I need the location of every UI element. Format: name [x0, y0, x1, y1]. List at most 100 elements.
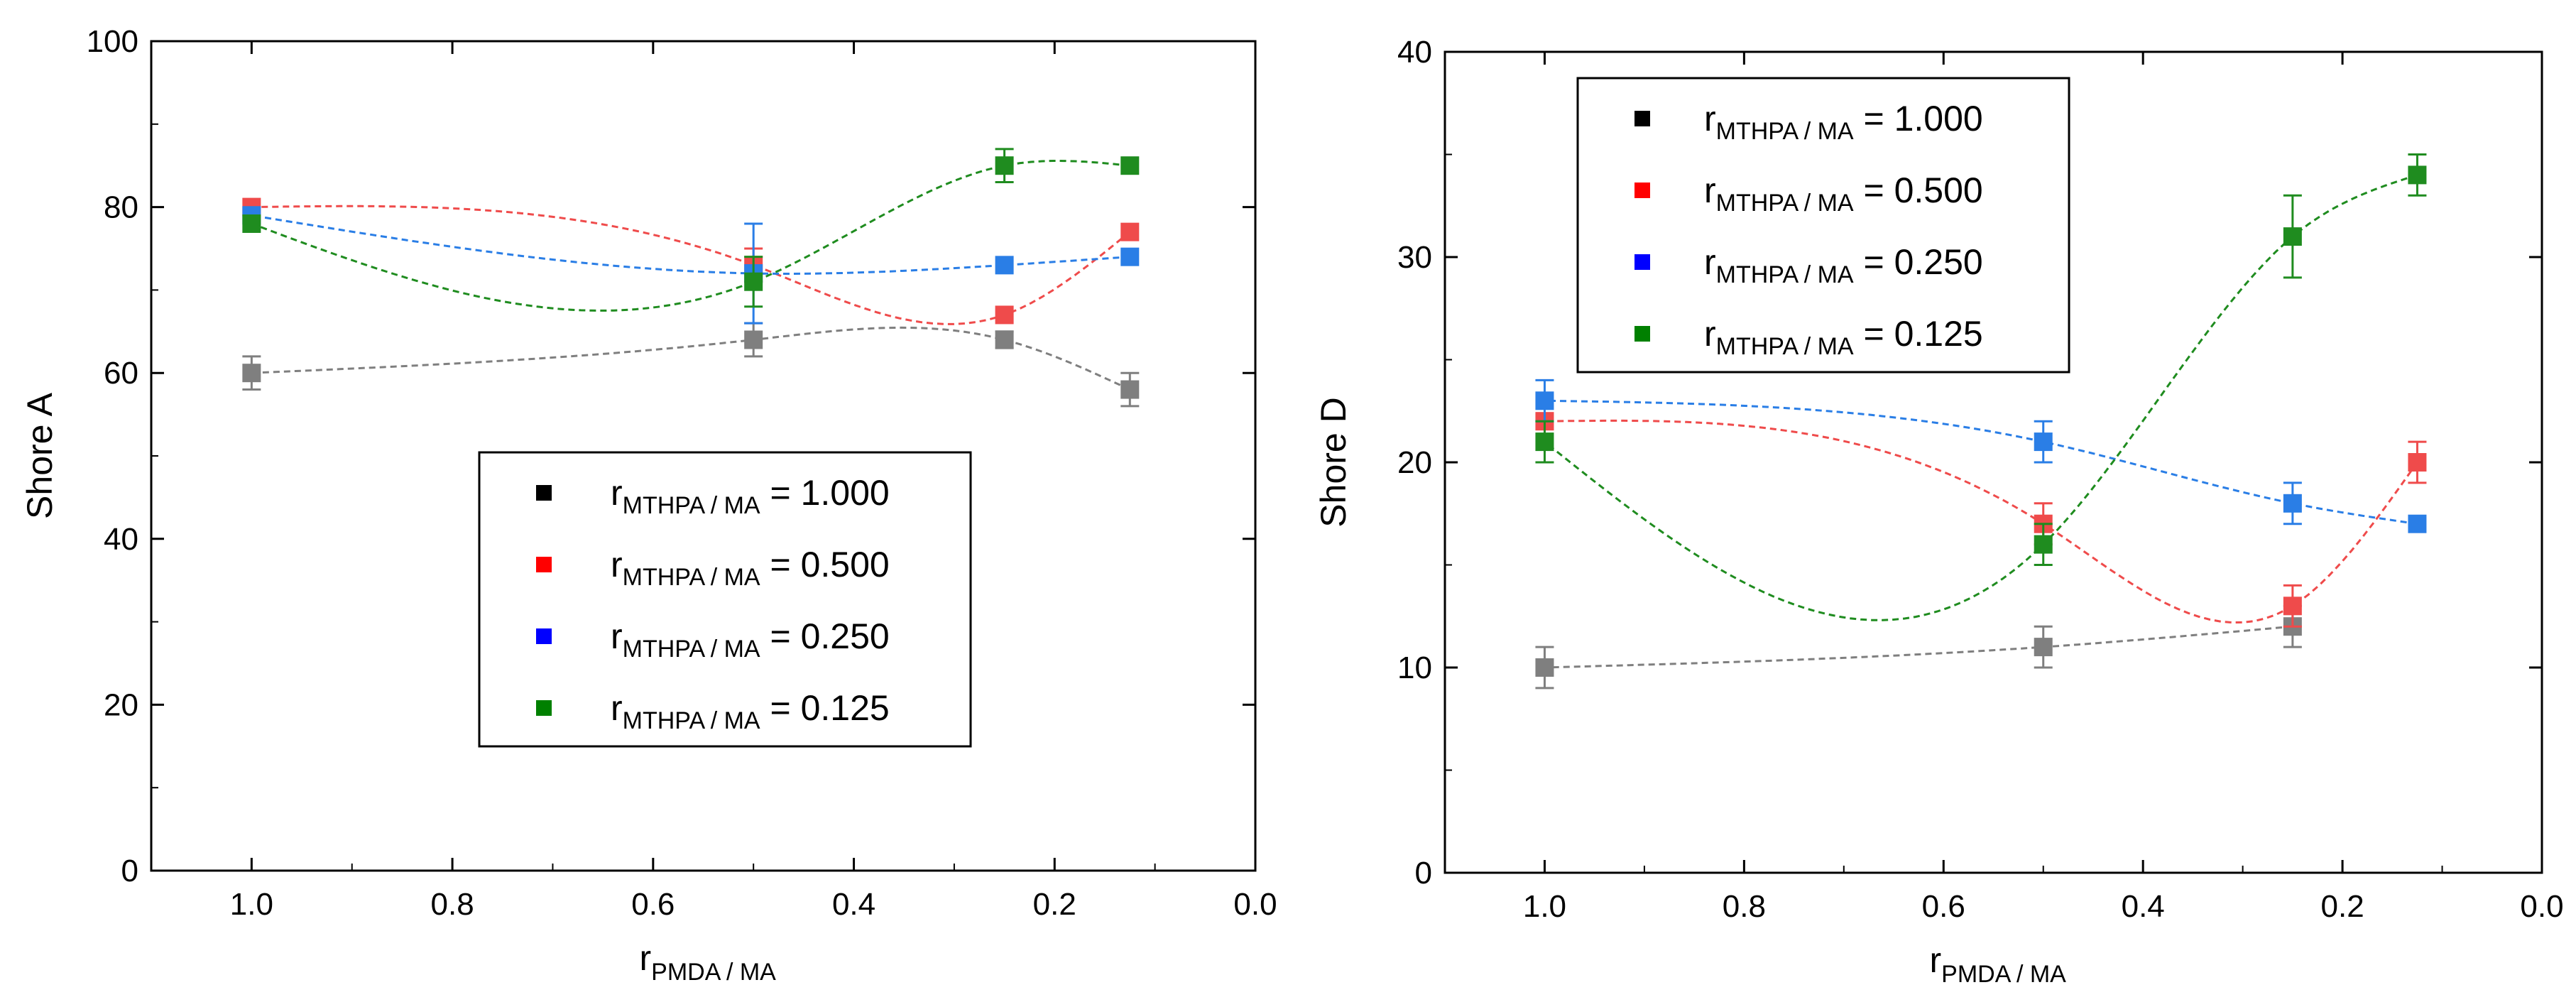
x-tick-label: 0.8 — [1723, 889, 1766, 924]
x-tick-label: 1.0 — [1523, 889, 1566, 924]
x-tick-label: 0.2 — [2321, 889, 2364, 924]
series-3 — [242, 148, 1140, 312]
y-tick-label: 80 — [104, 190, 138, 225]
series-2 — [242, 206, 1140, 325]
data-point — [2034, 535, 2053, 554]
data-point — [2408, 514, 2427, 533]
series-0 — [242, 322, 1140, 408]
data-point — [2034, 432, 2053, 452]
y-tick-label: 40 — [1397, 35, 1432, 70]
legend-marker — [536, 700, 552, 716]
legend-label-value: = 0.500 — [1854, 170, 1983, 210]
y-tick-label: 40 — [104, 522, 138, 557]
legend-label-sub: MTHPA / MA — [1716, 261, 1854, 288]
x-tick-label: 0.6 — [631, 887, 675, 922]
data-point — [1535, 658, 1554, 677]
fit-curve — [1544, 625, 2293, 669]
x-tick-label: 1.0 — [230, 887, 273, 922]
legend-label-sub: MTHPA / MA — [1716, 333, 1854, 360]
legend-box — [1576, 77, 2070, 374]
legend-marker — [1634, 254, 1650, 270]
x-tick-label: 0.4 — [832, 887, 875, 922]
y-tick-label: 100 — [87, 24, 138, 59]
data-point — [2408, 453, 2427, 472]
data-point — [2283, 227, 2302, 246]
data-point — [1535, 391, 1554, 410]
data-point — [1120, 156, 1140, 175]
x-tick-label: 0.0 — [1233, 887, 1277, 922]
x-axis-title: rPMDA / MA — [640, 938, 777, 986]
x-tick-label: 0.6 — [1922, 889, 1965, 924]
data-point — [995, 156, 1014, 175]
fit-curve — [1544, 419, 2418, 624]
x-axis-title-sub: PMDA / MA — [651, 959, 776, 986]
data-point — [2283, 597, 2302, 616]
legend-marker — [1634, 183, 1650, 198]
legend-marker — [536, 485, 552, 501]
data-point — [2408, 165, 2427, 185]
y-axis-title: Shore A — [20, 392, 60, 519]
y-tick-label: 0 — [121, 854, 138, 888]
legend-label-value: = 0.250 — [760, 616, 890, 656]
y-tick-label: 60 — [104, 356, 138, 391]
data-point — [744, 272, 763, 291]
legend-label-sub: MTHPA / MA — [1716, 118, 1854, 145]
fit-curve — [1544, 173, 2418, 621]
legend-marker — [1634, 326, 1650, 342]
x-axis-title: rPMDA / MA — [1930, 940, 2067, 988]
x-tick-label: 0.8 — [431, 887, 474, 922]
fit-curve — [251, 205, 1131, 325]
chart-shore-d: 1.0 0.8 0.6 0.4 0.2 0.0 0 10 20 30 40 Shore D rPMDA … — [1314, 35, 2564, 988]
data-point — [2034, 638, 2053, 657]
series-3 — [1535, 153, 2427, 621]
x-tick-label: 0.2 — [1033, 887, 1076, 922]
y-axis-title: Shore D — [1314, 397, 1353, 527]
legend-label-sub: MTHPA / MA — [1716, 190, 1854, 217]
y-tick-label: 20 — [1397, 445, 1432, 480]
legend-label-sub: MTHPA / MA — [623, 636, 760, 663]
x-tick-label: 0.0 — [2520, 889, 2563, 924]
data-point — [995, 305, 1014, 325]
data-point — [995, 330, 1014, 349]
chart-shore-a: 1.0 0.8 0.6 0.4 0.2 0.0 0 20 40 60 80 100 Shore A rPM… — [20, 24, 1277, 986]
data-point — [744, 330, 763, 349]
fit-curve — [251, 214, 1130, 276]
legend-marker — [536, 628, 552, 644]
legend-box — [478, 451, 972, 748]
legend-label-sub: MTHPA / MA — [623, 707, 760, 734]
legend-label-sub: MTHPA / MA — [623, 564, 760, 591]
fit-curve — [1544, 399, 2418, 525]
legend-label-value: = 0.125 — [1854, 314, 1983, 354]
data-point — [995, 256, 1014, 275]
x-tick-label: 0.4 — [2122, 889, 2165, 924]
legend-label-value: = 0.500 — [760, 545, 890, 584]
legend-marker — [1634, 111, 1650, 126]
series-0 — [1535, 604, 2302, 690]
series-2 — [1535, 379, 2427, 533]
data-point — [1120, 380, 1140, 399]
fit-curve — [251, 326, 1130, 391]
y-tick-label: 20 — [104, 687, 138, 722]
y-tick-label: 0 — [1415, 856, 1432, 891]
y-tick-label: 30 — [1397, 240, 1432, 275]
legend-label-value: = 0.125 — [760, 688, 890, 728]
data-point — [242, 214, 261, 233]
legend-label: rMTHPA / MA = 0.500 — [611, 545, 890, 591]
data-point — [242, 364, 261, 383]
legend-label-sub: MTHPA / MA — [623, 492, 760, 519]
fit-curve — [251, 159, 1130, 312]
legend-marker — [536, 557, 552, 572]
legend-label-value: = 1.000 — [1854, 99, 1983, 138]
legend-label-value: = 1.000 — [760, 473, 890, 513]
data-point — [1535, 432, 1554, 452]
legend-label-value: = 0.250 — [1854, 242, 1983, 282]
data-point — [1120, 247, 1140, 266]
x-axis-title-sub: PMDA / MA — [1941, 961, 2066, 988]
y-tick-label: 10 — [1397, 650, 1432, 685]
data-point — [2283, 494, 2302, 513]
series-1 — [1535, 412, 2427, 628]
data-point — [1120, 222, 1140, 241]
